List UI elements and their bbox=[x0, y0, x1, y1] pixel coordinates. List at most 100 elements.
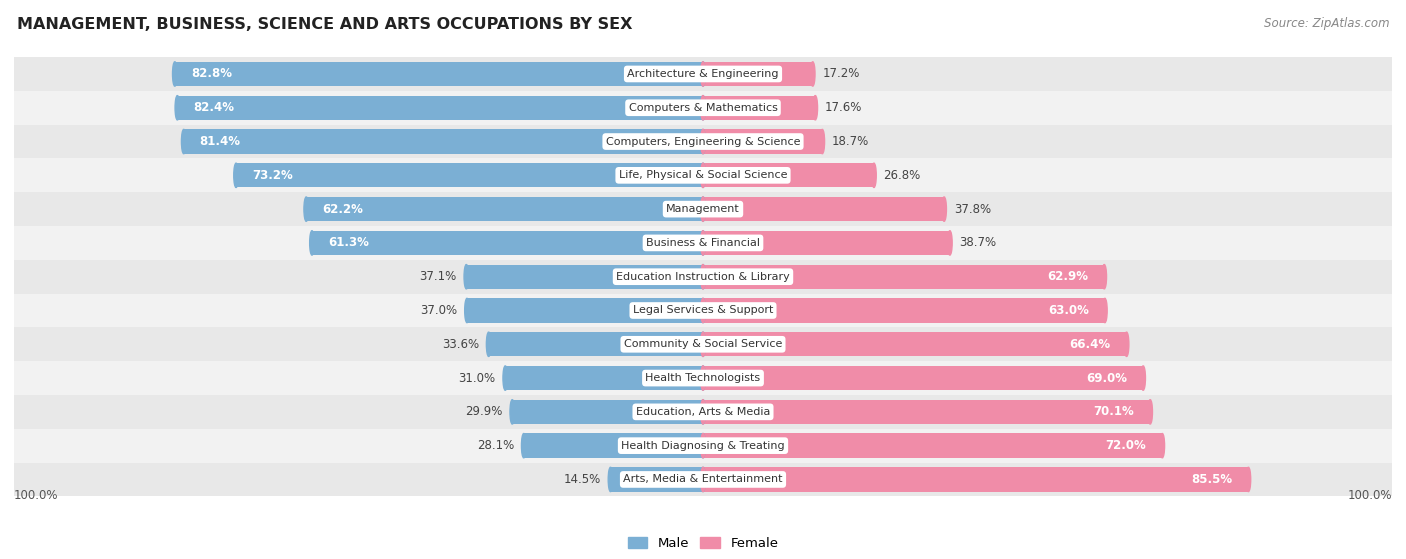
Text: Architecture & Engineering: Architecture & Engineering bbox=[627, 69, 779, 79]
Text: 85.5%: 85.5% bbox=[1191, 473, 1233, 486]
Circle shape bbox=[486, 332, 491, 357]
Circle shape bbox=[1160, 433, 1164, 458]
Bar bbox=[1, 192, 1405, 226]
Text: 61.3%: 61.3% bbox=[328, 236, 368, 249]
Bar bbox=[1, 226, 1405, 260]
Bar bbox=[703, 299, 1105, 323]
Text: 63.0%: 63.0% bbox=[1047, 304, 1088, 317]
Bar bbox=[703, 433, 1163, 458]
Circle shape bbox=[700, 129, 706, 154]
Text: 29.9%: 29.9% bbox=[465, 405, 503, 418]
Circle shape bbox=[464, 299, 470, 323]
Circle shape bbox=[700, 197, 706, 221]
Text: 82.4%: 82.4% bbox=[193, 101, 235, 114]
Circle shape bbox=[700, 400, 706, 424]
Bar bbox=[467, 264, 703, 289]
Circle shape bbox=[1140, 366, 1146, 390]
Text: Computers & Mathematics: Computers & Mathematics bbox=[628, 103, 778, 113]
Circle shape bbox=[942, 197, 946, 221]
Bar bbox=[1, 361, 1405, 395]
Circle shape bbox=[700, 197, 706, 221]
Bar bbox=[489, 332, 703, 357]
Circle shape bbox=[464, 264, 468, 289]
Circle shape bbox=[173, 62, 177, 86]
Bar bbox=[703, 197, 945, 221]
Circle shape bbox=[700, 299, 706, 323]
Circle shape bbox=[700, 264, 706, 289]
Text: Management: Management bbox=[666, 204, 740, 214]
Circle shape bbox=[700, 62, 706, 86]
Circle shape bbox=[700, 467, 706, 491]
Text: 33.6%: 33.6% bbox=[441, 338, 479, 351]
Circle shape bbox=[700, 299, 706, 323]
Bar bbox=[703, 231, 950, 255]
Bar bbox=[177, 96, 703, 120]
Bar bbox=[703, 129, 823, 154]
Bar bbox=[512, 400, 703, 424]
Text: 14.5%: 14.5% bbox=[564, 473, 600, 486]
Circle shape bbox=[700, 366, 706, 390]
Text: Education, Arts & Media: Education, Arts & Media bbox=[636, 407, 770, 417]
Circle shape bbox=[700, 400, 706, 424]
Text: 100.0%: 100.0% bbox=[1347, 490, 1392, 503]
Circle shape bbox=[700, 163, 706, 187]
Circle shape bbox=[700, 231, 706, 255]
Text: 66.4%: 66.4% bbox=[1070, 338, 1111, 351]
Text: Community & Social Service: Community & Social Service bbox=[624, 339, 782, 349]
Bar bbox=[703, 163, 875, 187]
Bar bbox=[1, 293, 1405, 328]
Circle shape bbox=[700, 62, 706, 86]
Text: Life, Physical & Social Science: Life, Physical & Social Science bbox=[619, 170, 787, 181]
Text: Arts, Media & Entertainment: Arts, Media & Entertainment bbox=[623, 475, 783, 485]
Bar bbox=[1, 462, 1405, 496]
Circle shape bbox=[700, 129, 706, 154]
Circle shape bbox=[810, 62, 815, 86]
Text: 17.2%: 17.2% bbox=[823, 68, 859, 80]
Text: 72.0%: 72.0% bbox=[1105, 439, 1146, 452]
Circle shape bbox=[503, 366, 508, 390]
Bar bbox=[307, 197, 703, 221]
Text: 81.4%: 81.4% bbox=[200, 135, 240, 148]
Bar bbox=[184, 129, 703, 154]
Bar bbox=[703, 366, 1143, 390]
Bar bbox=[703, 467, 1249, 491]
Text: 26.8%: 26.8% bbox=[883, 169, 921, 182]
Bar bbox=[1, 260, 1405, 293]
Bar bbox=[1, 328, 1405, 361]
Legend: Male, Female: Male, Female bbox=[623, 532, 783, 555]
Bar bbox=[703, 264, 1104, 289]
Text: 37.1%: 37.1% bbox=[419, 270, 457, 283]
Text: MANAGEMENT, BUSINESS, SCIENCE AND ARTS OCCUPATIONS BY SEX: MANAGEMENT, BUSINESS, SCIENCE AND ARTS O… bbox=[17, 17, 633, 32]
Text: 70.1%: 70.1% bbox=[1094, 405, 1135, 418]
Circle shape bbox=[700, 332, 706, 357]
Text: Business & Financial: Business & Financial bbox=[645, 238, 761, 248]
Text: Source: ZipAtlas.com: Source: ZipAtlas.com bbox=[1264, 17, 1389, 30]
Circle shape bbox=[813, 96, 817, 120]
Circle shape bbox=[948, 231, 952, 255]
Bar bbox=[703, 400, 1150, 424]
Text: 100.0%: 100.0% bbox=[14, 490, 59, 503]
Text: 28.1%: 28.1% bbox=[477, 439, 515, 452]
Text: 62.9%: 62.9% bbox=[1047, 270, 1088, 283]
Circle shape bbox=[1147, 400, 1153, 424]
Circle shape bbox=[522, 433, 526, 458]
Bar bbox=[1, 158, 1405, 192]
Circle shape bbox=[700, 231, 706, 255]
Text: 37.0%: 37.0% bbox=[420, 304, 457, 317]
Circle shape bbox=[1125, 332, 1129, 357]
Text: 73.2%: 73.2% bbox=[252, 169, 292, 182]
Text: 31.0%: 31.0% bbox=[458, 372, 496, 385]
Circle shape bbox=[1102, 299, 1107, 323]
Circle shape bbox=[176, 96, 180, 120]
Circle shape bbox=[304, 197, 308, 221]
Bar bbox=[312, 231, 703, 255]
Circle shape bbox=[1102, 264, 1107, 289]
Bar bbox=[174, 62, 703, 86]
Circle shape bbox=[609, 467, 613, 491]
Bar bbox=[524, 433, 703, 458]
Text: Health Diagnosing & Treating: Health Diagnosing & Treating bbox=[621, 440, 785, 451]
Text: 17.6%: 17.6% bbox=[825, 101, 862, 114]
Circle shape bbox=[700, 433, 706, 458]
Circle shape bbox=[872, 163, 876, 187]
Text: 18.7%: 18.7% bbox=[832, 135, 869, 148]
